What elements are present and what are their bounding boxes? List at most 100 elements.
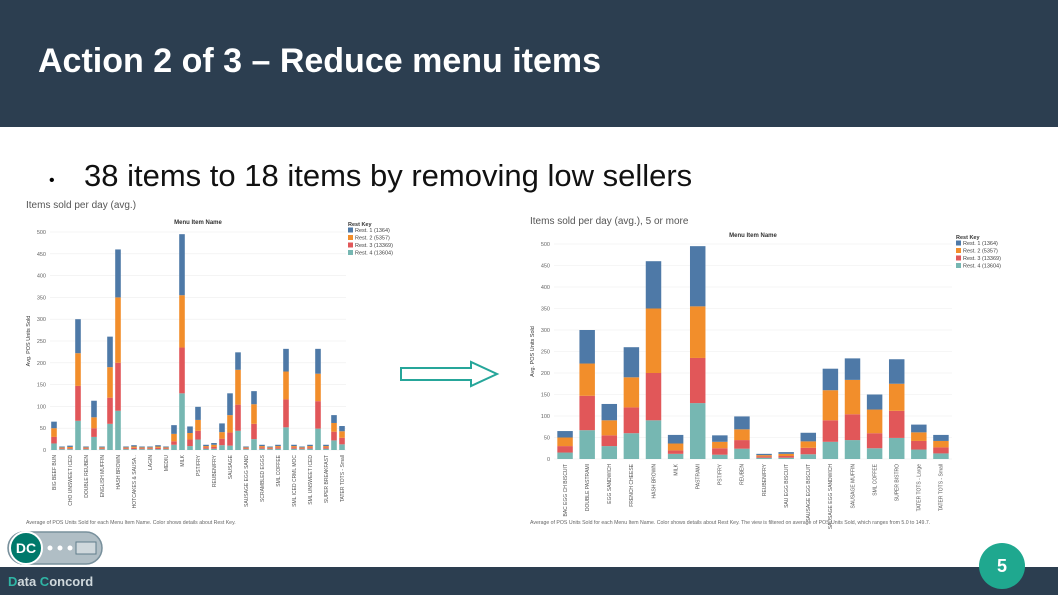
bar-segment bbox=[299, 446, 305, 448]
bar-segment bbox=[756, 456, 772, 458]
bar-segment bbox=[800, 441, 817, 448]
bar-segment bbox=[131, 446, 137, 448]
logo-text: DC bbox=[16, 540, 36, 556]
bar-segment bbox=[219, 438, 225, 446]
bar-segment bbox=[163, 448, 169, 450]
chart-column-header: Menu Item Name bbox=[174, 220, 222, 226]
x-tick-label: SML COFFEE bbox=[276, 454, 282, 486]
y-tick-label: 200 bbox=[541, 371, 550, 377]
bar-segment bbox=[734, 416, 750, 430]
x-tick-label: TATER TOTS - Small bbox=[340, 455, 346, 502]
bar-segment bbox=[933, 447, 949, 454]
bar-segment bbox=[163, 447, 169, 449]
legend-label: Rest. 4 (13604) bbox=[355, 251, 393, 257]
legend-label: Rest. 3 (13369) bbox=[963, 256, 1001, 262]
bar-segment bbox=[667, 443, 684, 451]
bar-segment bbox=[307, 448, 313, 450]
y-tick-label: 150 bbox=[37, 383, 46, 389]
y-tick-label: 150 bbox=[541, 393, 550, 399]
bar-segment bbox=[75, 385, 81, 421]
bar-segment bbox=[91, 417, 97, 429]
bar-segment bbox=[800, 432, 817, 442]
bar-segment bbox=[331, 431, 337, 441]
x-tick-label: BAC EGG CH BISCUIT bbox=[563, 464, 569, 517]
bar-segment bbox=[179, 393, 185, 450]
bar-segment bbox=[139, 447, 145, 449]
x-tick-label: LAGIN bbox=[148, 455, 154, 470]
y-tick-label: 250 bbox=[37, 339, 46, 345]
bar-segment bbox=[866, 433, 883, 449]
bar-segment bbox=[800, 454, 817, 459]
bar-segment bbox=[83, 446, 89, 448]
page-number-badge: 5 bbox=[979, 543, 1025, 589]
bar-segment bbox=[227, 415, 233, 433]
bar-segment bbox=[211, 444, 217, 447]
bar-segment bbox=[147, 449, 153, 450]
chart-title: Items sold per day (avg.), 5 or more bbox=[530, 216, 689, 227]
y-axis-label: Avg. POS Units Sold bbox=[26, 316, 32, 367]
legend-swatch bbox=[956, 263, 961, 268]
bar-segment bbox=[67, 445, 73, 447]
bar-segment bbox=[259, 447, 265, 449]
y-tick-label: 100 bbox=[541, 414, 550, 420]
bar-segment bbox=[291, 444, 297, 447]
legend-label: Rest. 1 (1364) bbox=[963, 241, 998, 247]
bar-segment bbox=[67, 448, 73, 450]
y-tick-label: 450 bbox=[541, 264, 550, 270]
chart-footnote: Average of POS Units Sold for each Menu … bbox=[26, 520, 236, 526]
bar-segment bbox=[139, 449, 145, 450]
bar-segment bbox=[99, 446, 105, 448]
bar-segment bbox=[51, 443, 57, 450]
x-tick-label: PST/FRY bbox=[196, 454, 202, 476]
bar-segment bbox=[275, 444, 281, 447]
bar-segment bbox=[107, 397, 113, 424]
bar-segment bbox=[147, 447, 153, 449]
y-tick-label: 0 bbox=[547, 457, 550, 463]
x-tick-label: REUBEN/FRY bbox=[212, 454, 218, 487]
bar-segment bbox=[734, 440, 750, 449]
bar-segment bbox=[307, 447, 313, 449]
x-tick-label: CHO UNSWEET ICED bbox=[68, 455, 74, 506]
bar-segment bbox=[195, 430, 201, 440]
bar-segment bbox=[147, 446, 153, 448]
bar-segment bbox=[645, 261, 662, 309]
bar-segment bbox=[844, 379, 861, 415]
y-tick-label: 0 bbox=[43, 448, 46, 454]
bar-segment bbox=[83, 448, 89, 450]
bar-segment bbox=[187, 446, 193, 450]
slide-footer bbox=[0, 567, 1058, 595]
slide-title: Action 2 of 3 – Reduce menu items bbox=[38, 42, 602, 80]
bar-segment bbox=[251, 423, 257, 440]
bar-segment bbox=[315, 401, 321, 429]
bar-segment bbox=[645, 308, 662, 373]
bar-segment bbox=[91, 436, 97, 450]
bar-segment bbox=[155, 445, 161, 447]
bar-segment bbox=[623, 347, 640, 378]
x-tick-label: SML COFFEE bbox=[872, 463, 878, 495]
bar-segment bbox=[307, 446, 313, 448]
y-tick-label: 500 bbox=[37, 230, 46, 236]
bar-segment bbox=[115, 249, 121, 298]
x-tick-label: MILK bbox=[673, 463, 679, 475]
chart-footnote: Average of POS Units Sold for each Menu … bbox=[530, 520, 930, 526]
bar-segment bbox=[275, 447, 281, 449]
bar-segment bbox=[291, 447, 297, 449]
bar-segment bbox=[139, 448, 145, 450]
bar-segment bbox=[888, 410, 905, 438]
bar-segment bbox=[331, 422, 337, 432]
y-tick-label: 400 bbox=[37, 274, 46, 280]
legend-swatch bbox=[348, 250, 353, 255]
bar-segment bbox=[844, 440, 861, 459]
y-tick-label: 500 bbox=[541, 242, 550, 248]
legend-label: Rest. 2 (5357) bbox=[963, 249, 998, 255]
bar-segment bbox=[307, 444, 313, 447]
bar-segment bbox=[778, 452, 794, 454]
bar-segment bbox=[83, 449, 89, 450]
bar-segment bbox=[123, 448, 129, 450]
legend-swatch bbox=[348, 235, 353, 240]
bar-segment bbox=[235, 369, 241, 405]
bar-segment bbox=[689, 357, 706, 404]
x-tick-label: PASTRAMI bbox=[696, 464, 702, 489]
bar-segment bbox=[911, 432, 927, 441]
x-tick-label: PST/FRY bbox=[718, 463, 724, 485]
